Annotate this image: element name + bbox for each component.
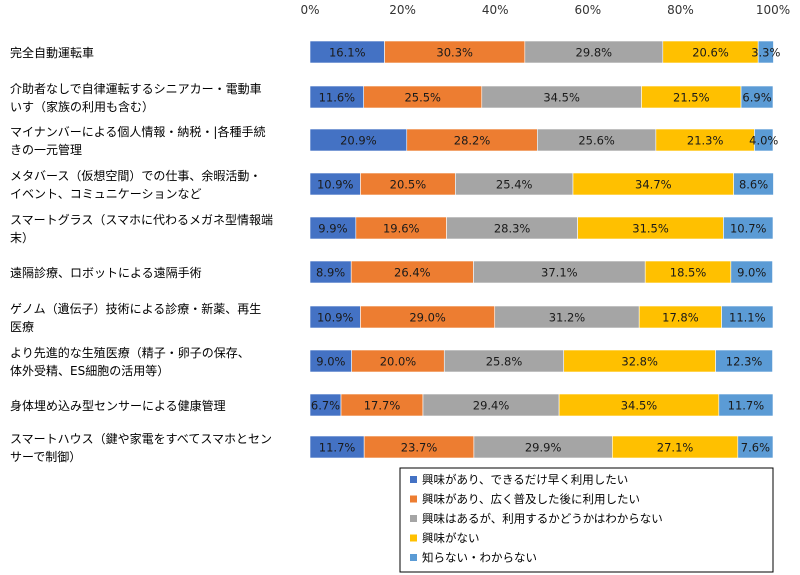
data-label: 8.9% [316, 266, 345, 280]
data-label: 6.7% [311, 399, 340, 413]
data-label: 25.4% [496, 178, 533, 192]
category-label: サーで制御） [10, 449, 81, 464]
data-label: 25.6% [578, 134, 615, 148]
data-label: 29.0% [409, 311, 446, 325]
category-label: マイナンバーによる個人情報・納税・|各種手続 [10, 124, 265, 139]
legend-swatch [410, 534, 417, 542]
data-label: 10.9% [317, 178, 354, 192]
data-label: 17.7% [364, 399, 401, 413]
category-label: きの一元管理 [10, 142, 82, 157]
x-tick-label: 80% [667, 3, 694, 17]
data-label: 16.1% [329, 46, 366, 60]
data-label: 11.7% [728, 399, 765, 413]
data-label: 29.8% [576, 46, 613, 60]
data-label: 3.3% [751, 46, 780, 60]
bar-segment [721, 305, 774, 329]
data-label: 25.5% [404, 91, 441, 105]
bar-segment [718, 393, 774, 417]
data-label: 7.6% [741, 441, 770, 455]
bar-segment [730, 260, 773, 284]
data-label: 28.3% [494, 222, 531, 236]
data-label: 29.4% [473, 399, 510, 413]
data-label: 34.5% [543, 91, 580, 105]
x-tick-label: 60% [574, 3, 601, 17]
category-label: 身体埋め込み型センサーによる健康管理 [10, 398, 226, 413]
data-label: 9.0% [737, 266, 766, 280]
data-label: 21.3% [687, 134, 724, 148]
data-label: 10.9% [317, 311, 354, 325]
data-label: 11.7% [319, 441, 356, 455]
x-axis-ticks: 0% 20% 40% 60% 80% 100% [300, 3, 790, 17]
data-label: 12.3% [726, 355, 763, 369]
data-label: 28.2% [454, 134, 491, 148]
legend-label: 知らない・わからない [422, 551, 537, 565]
legend-swatch [410, 554, 417, 561]
x-tick-label: 20% [389, 3, 416, 17]
legend-swatch [410, 476, 417, 483]
bar-segment [754, 128, 774, 152]
data-label: 4.0% [749, 134, 778, 148]
category-label: ゲノム（遺伝子）技術による診療・新薬、再生 [10, 301, 261, 316]
data-label: 23.7% [401, 441, 438, 455]
data-label: 30.3% [436, 46, 473, 60]
data-label: 37.1% [541, 266, 578, 280]
category-label: スマートグラス（スマホに代わるメガネ型情報端 [10, 213, 273, 227]
data-label: 20.9% [340, 134, 377, 148]
bar-segment [757, 40, 774, 64]
legend-label: 興味はあるが、利用するかどうかはわからない [422, 512, 663, 526]
legend-label: 興味があり、できるだけ早く利用したい [422, 473, 628, 487]
data-label: 8.6% [739, 178, 768, 192]
data-label: 11.1% [729, 311, 766, 325]
legend-swatch [410, 495, 417, 503]
legend-label: 興味があり、広く普及した後に利用したい [422, 492, 640, 506]
legend-label: 興味がない [422, 531, 480, 545]
data-label: 34.5% [621, 399, 658, 413]
category-label: 完全自動運転車 [10, 45, 94, 60]
data-label: 31.5% [632, 222, 669, 236]
data-label: 31.2% [549, 311, 586, 325]
category-label: いす（家族の利用も含む） [10, 99, 154, 114]
bar-segment [733, 172, 774, 196]
category-label: より先進的な生殖医療（精子・卵子の保存、 [10, 345, 250, 360]
data-label: 25.8% [486, 355, 523, 369]
category-label: 医療 [10, 320, 34, 334]
data-label: 20.6% [692, 46, 729, 60]
data-label: 20.5% [390, 178, 427, 192]
category-label: スマートハウス（鍵や家電をすべてスマホとセン [10, 431, 272, 446]
bar-segment [740, 85, 774, 109]
data-label: 34.7% [635, 178, 672, 192]
x-tick-label: 0% [300, 3, 319, 17]
x-tick-label: 100% [756, 3, 790, 17]
data-label: 11.6% [319, 91, 356, 105]
category-label: メタバース（仮想空間）での仕事、余暇活動・ [10, 168, 261, 183]
category-label: 介助者なしで自律運転するシニアカー・電動車 [10, 82, 262, 96]
data-label: 10.7% [730, 222, 767, 236]
x-tick-label: 40% [482, 3, 509, 17]
bar-segment [715, 349, 773, 373]
category-label: 末） [10, 231, 34, 245]
legend: 興味があり、できるだけ早く利用したい興味があり、広く普及した後に利用したい興味は… [399, 467, 774, 573]
bars: 16.1% 30.3% 29.8% 20.6% 3.3% 11.6% 25.5% 34.5% 2… [309, 40, 781, 459]
data-label: 20.0% [380, 355, 417, 369]
data-label: 6.9% [742, 91, 771, 105]
data-label: 29.9% [525, 441, 562, 455]
data-label: 17.8% [662, 311, 699, 325]
legend-box [399, 467, 774, 573]
data-label: 21.5% [673, 91, 710, 105]
category-label: 体外受精、ES細胞の活用等） [10, 364, 169, 378]
data-label: 27.1% [657, 441, 694, 455]
data-label: 19.6% [383, 222, 420, 236]
data-label: 32.8% [621, 355, 658, 369]
data-label: 9.0% [316, 355, 345, 369]
data-label: 18.5% [670, 266, 707, 280]
data-label: 9.9% [318, 222, 347, 236]
legend-swatch [410, 515, 417, 522]
category-label: イベント、コミュニケーションなど [10, 187, 202, 201]
category-labels: 完全自動運転車介助者なしで自律運転するシニアカー・電動車いす（家族の利用も含む）… [10, 45, 273, 464]
bar-segment [737, 435, 774, 459]
bar-segment [723, 216, 774, 240]
data-label: 26.4% [394, 266, 431, 280]
category-label: 遠隔診療、ロボットによる遠隔手術 [10, 265, 202, 280]
